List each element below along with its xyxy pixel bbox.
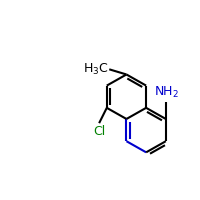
Text: H$_3$C: H$_3$C [83, 62, 108, 77]
Text: NH$_2$: NH$_2$ [154, 85, 179, 100]
Text: Cl: Cl [93, 125, 105, 138]
